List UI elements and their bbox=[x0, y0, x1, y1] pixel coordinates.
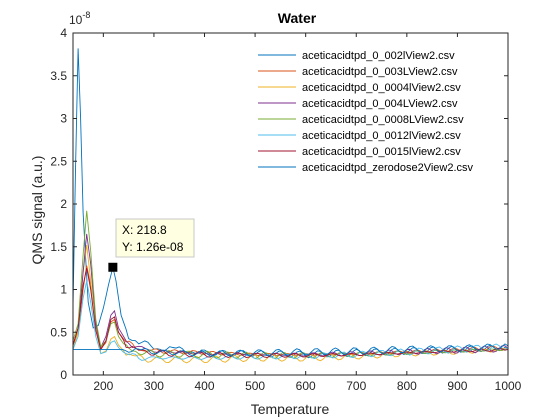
legend-entry-label: aceticacidtpd_zerodose2View2.csv bbox=[302, 162, 474, 174]
legend-entry-label: aceticacidtpd_0_0012lView2.csv bbox=[302, 130, 461, 142]
y-tick-label: 3.5 bbox=[50, 69, 67, 83]
x-tick-label: 800 bbox=[397, 379, 417, 393]
x-tick-label: 300 bbox=[144, 379, 164, 393]
series-line-8 bbox=[73, 343, 509, 357]
y-tick-label: 0.5 bbox=[50, 325, 67, 339]
chart-title: Water bbox=[278, 10, 317, 26]
axes-box bbox=[72, 32, 509, 376]
legend-entry-label: aceticacidtpd_0_003LView2.csv bbox=[302, 66, 458, 78]
datatip-box bbox=[115, 218, 195, 258]
y-tick-label: 2.5 bbox=[50, 154, 67, 168]
legend-entry-label: aceticacidtpd_0_0015lView2.csv bbox=[302, 146, 461, 158]
y-tick-label: 1 bbox=[60, 283, 67, 297]
legend-entry-label: aceticacidtpd_0_002lView2.csv bbox=[302, 50, 455, 62]
series-layer bbox=[72, 48, 509, 364]
y-tick-label: 0 bbox=[60, 368, 67, 382]
y-exponent-label: 10-8 bbox=[69, 10, 90, 27]
x-tick-label: 900 bbox=[447, 379, 467, 393]
y-tick-label: 2 bbox=[60, 197, 67, 211]
legend-entry-label: aceticacidtpd_0_004LView2.csv bbox=[302, 98, 458, 110]
legend-entry-label: aceticacidtpd_0_0004lView2.csv bbox=[302, 82, 461, 94]
axes-background bbox=[73, 33, 508, 375]
datatip-y-label: Y: 1.26e-08 bbox=[122, 240, 184, 254]
ticks-layer: 200 300 400 500 600 700 800 900 1000 0 0.5 1 1.5 2 2.5… bbox=[50, 26, 521, 393]
y-tick-label: 4 bbox=[60, 26, 67, 40]
x-axis-label: Temperature bbox=[251, 401, 330, 417]
y-tick-label: 3 bbox=[60, 112, 67, 126]
datatip-x-label: X: 218.8 bbox=[122, 223, 167, 237]
legend-entry-label: aceticacidtpd_0_0008LView2.csv bbox=[302, 114, 464, 126]
x-tick-label: 700 bbox=[346, 379, 366, 393]
x-tick-label: 600 bbox=[296, 379, 316, 393]
y-axis-label: QMS signal (a.u.) bbox=[29, 156, 45, 265]
legend: aceticacidtpd_0_002lView2.csv aceticacidt… bbox=[258, 50, 474, 174]
y-tick-label: 1.5 bbox=[50, 240, 67, 254]
datatip-marker[interactable] bbox=[108, 262, 118, 272]
x-tick-label: 400 bbox=[194, 379, 214, 393]
series-line-7 bbox=[72, 268, 509, 358]
datatip[interactable]: X: 218.8 Y: 1.26e-08 bbox=[108, 218, 195, 272]
x-tick-label: 200 bbox=[93, 379, 113, 393]
x-tick-label: 500 bbox=[245, 379, 265, 393]
x-tick-label: 1000 bbox=[495, 379, 522, 393]
